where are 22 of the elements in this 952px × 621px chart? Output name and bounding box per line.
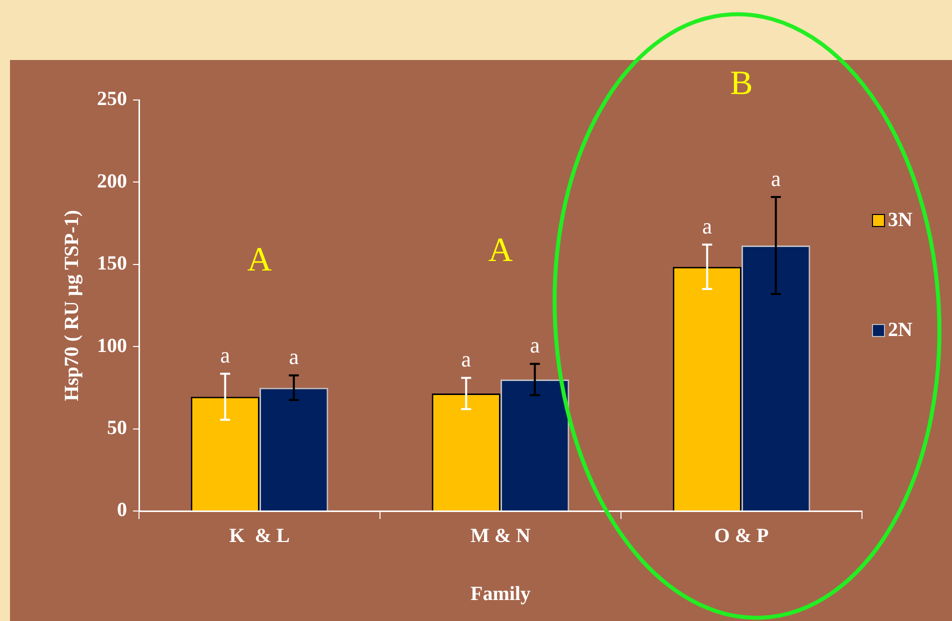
legend-label: 3N [888,208,912,232]
data-label: a [530,332,540,358]
y-tick-label: 0 [117,499,127,522]
data-label: a [288,344,299,370]
y-tick-label: 100 [97,334,127,357]
x-axis-title: Family [470,583,530,606]
data-label: a [702,213,712,238]
data-label: a [461,346,472,372]
y-tick-label: 150 [97,252,127,275]
data-label: a [220,342,230,368]
x-tick-label: O & P [714,525,769,548]
y-tick-label: 200 [97,170,127,192]
y-tick-label: 50 [107,416,127,439]
annotation: A [488,232,514,269]
x-tick-label: M & N [470,525,532,548]
annotation: A [247,242,272,279]
annotation: B [730,64,753,102]
legend-label: 2N [888,318,912,342]
y-tick-label: 250 [97,88,127,110]
data-label: a [770,166,781,191]
x-tick-label: K & L [229,525,290,548]
y-axis-title: Hsp70 ( RU µg TSP-1) [61,210,84,402]
